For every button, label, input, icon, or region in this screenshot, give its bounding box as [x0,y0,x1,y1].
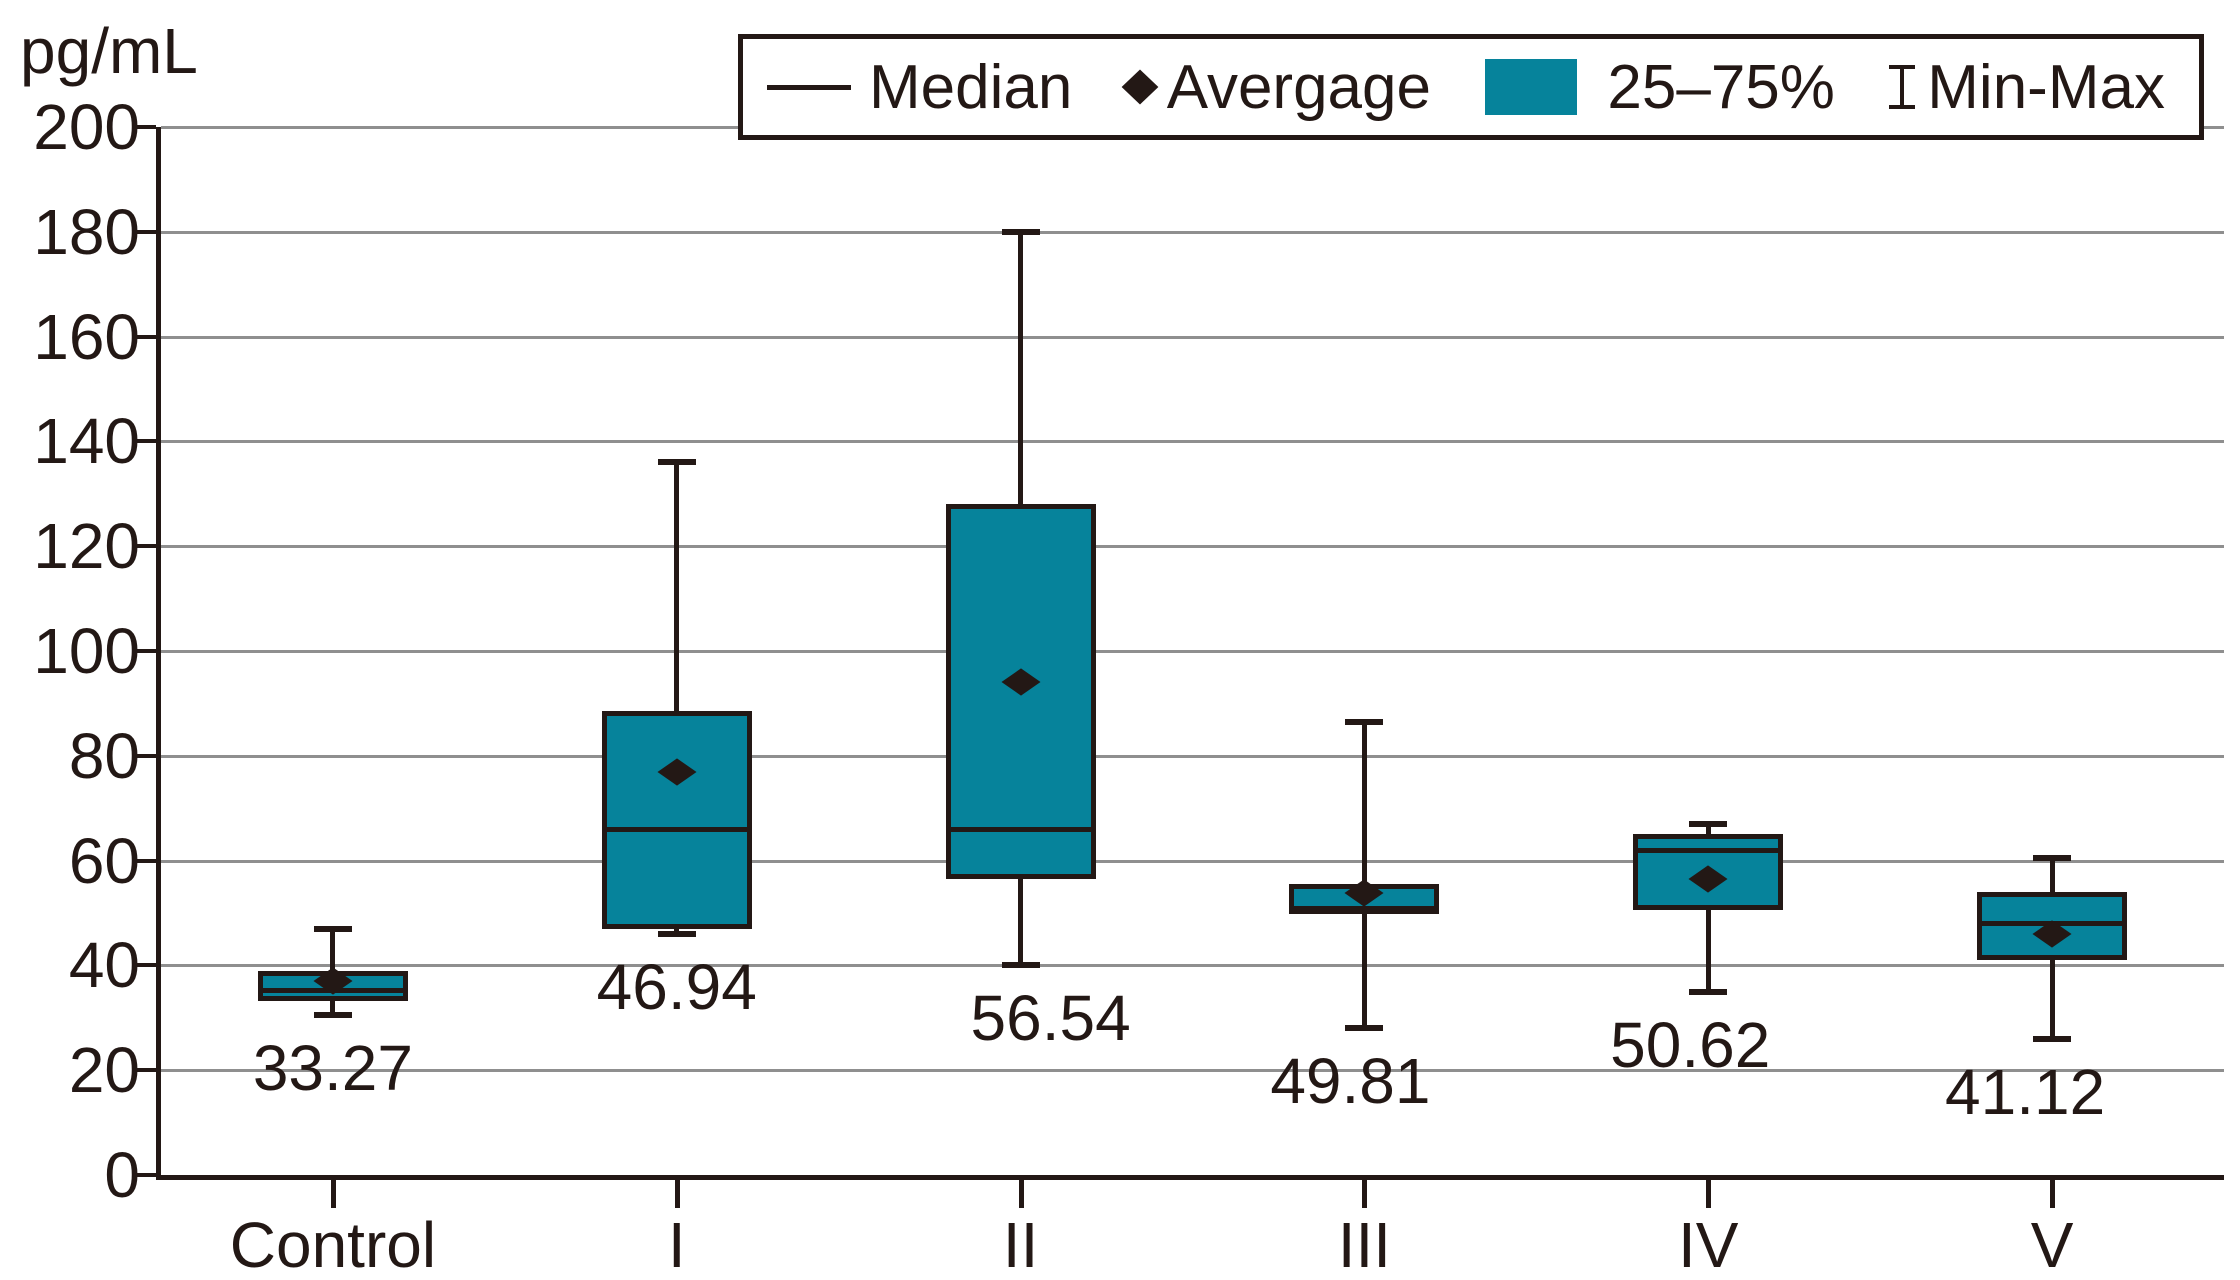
legend: Median Avergage 25–75% Min-Max [738,34,2204,140]
median-line-icon [767,84,851,90]
x-axis-category-label: II [1002,1209,1039,1280]
whisker-cap-max [657,459,696,466]
gridline [161,650,2224,653]
value-label: 56.54 [970,982,1131,1055]
y-axis-line [156,127,161,1180]
value-label: 49.81 [1270,1045,1431,1118]
whisker-cap-min [657,930,696,937]
y-axis-tick [134,1068,156,1073]
legend-item-25-75-: 25–75% [1485,52,1835,123]
x-axis-line [156,1175,2224,1180]
whisker-cap-min [1001,962,1040,969]
y-axis-tick-label: 60 [68,824,140,897]
gridline [161,230,2224,234]
y-axis-tick [134,858,156,863]
gridline [161,754,2224,758]
gridline [161,440,2224,444]
y-axis-tick [134,1173,156,1177]
x-axis-tick [1706,1180,1712,1208]
median-line [1638,847,1779,853]
y-axis-tick-label: 140 [33,405,140,478]
whisker-cap-max [313,925,352,932]
average-diamond-icon [1121,69,1159,105]
whisker-cap-max [1001,228,1040,235]
y-axis-tick [134,125,156,129]
x-axis-category-label: IV [1678,1209,1739,1280]
y-axis-tick [134,229,156,234]
y-axis-tick [134,439,156,444]
median-line [606,826,747,832]
legend-label: Min-Max [1927,52,2165,122]
x-axis-tick [1362,1180,1368,1208]
legend-label: 25–75% [1607,52,1835,122]
x-axis-category-label: I [667,1209,686,1280]
y-axis-tick [134,753,156,758]
y-axis-tick-label: 160 [33,300,140,373]
whisker-cap-max [1345,718,1384,725]
whisker-cap-min [313,1012,352,1019]
median-line [950,826,1091,832]
whisker-cap-min [1345,1025,1384,1032]
whisker-cap-max [2033,854,2072,861]
whisker-line [1361,721,1367,1029]
value-label: 33.27 [252,1032,413,1105]
legend-label: Median [869,52,1073,122]
y-axis-tick-label: 120 [33,510,140,583]
legend-item-min-max: Min-Max [1889,52,2165,123]
min-max-whisker-icon [1889,65,1916,109]
gridline [161,545,2224,549]
y-axis-tick-label: 80 [68,719,140,792]
legend-item-median: Median [767,52,1072,123]
x-axis-tick [330,1180,336,1208]
x-axis-category-label: V [2030,1209,2074,1280]
value-label: 41.12 [1945,1055,2106,1128]
gridline [161,859,2224,863]
gridline [161,1069,2224,1073]
y-axis-tick-label: 20 [68,1034,140,1107]
x-axis-tick [1018,1180,1024,1208]
y-axis-unit-label: pg/mL [20,15,198,87]
y-axis-tick-label: 100 [33,615,140,687]
y-axis-tick [134,544,156,549]
value-label: 46.94 [596,950,757,1023]
gridline [161,964,2224,968]
y-axis-tick-label: 180 [33,195,140,268]
value-label: 50.62 [1610,1008,1771,1081]
y-axis-tick-label: 0 [104,1139,140,1211]
x-axis-category-label: Control [229,1209,437,1280]
median-line [1294,906,1435,912]
x-axis-tick [2050,1180,2056,1208]
x-axis-category-label: III [1337,1209,1392,1280]
legend-item-avergage: Avergage [1121,52,1432,123]
whisker-cap-max [1689,820,1728,827]
y-axis-tick [134,649,156,653]
y-axis-tick [134,963,156,968]
whisker-cap-min [1689,988,1728,995]
legend-label: Avergage [1166,52,1432,122]
y-axis-tick [134,334,156,339]
x-axis-tick [674,1180,680,1208]
y-axis-tick-label: 40 [68,929,140,1002]
gridline [161,335,2224,339]
iqr-box-icon [1485,59,1578,115]
whisker-line [674,462,680,934]
iqr-box [601,711,752,930]
y-axis-tick-label: 200 [33,91,140,163]
whisker-cap-min [2033,1035,2072,1042]
